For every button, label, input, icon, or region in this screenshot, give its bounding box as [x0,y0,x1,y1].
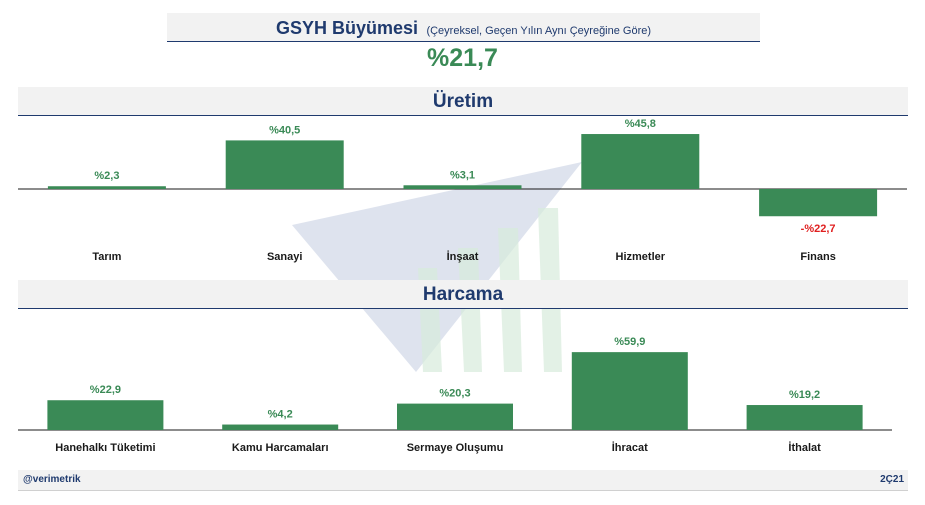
section-title-uretim: Üretim [18,87,908,116]
category-label: Hanehalkı Tüketimi [55,442,155,454]
bar-2 [222,424,339,430]
bar-value-label: %40,5 [269,124,300,136]
bar-value-label: %59,9 [614,336,645,348]
category-label: Tarım [92,251,121,263]
footer-period: 2Ç21 [880,474,904,485]
bar-1 [47,186,166,189]
bar-value-label: %22,9 [90,384,121,396]
bar-3 [403,185,522,189]
category-label: İthalat [788,441,821,454]
bar-4 [581,134,700,189]
bar-2 [225,140,344,189]
section-title-harcama: Harcama [18,280,908,309]
category-label: Sermaye Oluşumu [407,442,504,454]
bar-5 [759,189,878,217]
chart-subtitle: (Çeyreksel, Geçen Yılın Aynı Çeyreğine G… [426,25,652,37]
bar-value-label: %19,2 [789,389,820,401]
category-label: Hizmetler [616,251,666,263]
chart-title: GSYH Büyümesi [275,18,418,38]
bar-value-label: %3,1 [450,169,475,181]
bar-4 [571,352,688,430]
category-label: Finans [800,251,835,263]
footer-handle: @verimetrik [23,474,81,485]
category-label: İnşaat [447,250,479,263]
category-label: Kamu Harcamaları [232,442,329,454]
harcama-bar-chart: %22,9 Hanehalkı Tüketimi %4,2 Kamu Harcamal… [18,336,892,454]
bar-1 [47,400,164,430]
bar-value-label: %45,8 [625,118,656,130]
bar-value-label: %4,2 [268,409,293,421]
headline-growth-value: %21,7 [427,44,498,72]
category-label: Sanayi [267,251,302,263]
uretim-bar-chart: %2,3 Tarım %40,5 Sanayi %3,1 İnşaat %45,8 Hizme… [18,118,907,263]
footer-bar: @verimetrik 2Ç21 [18,470,908,491]
bar-5 [746,405,863,430]
bar-value-label: -%22,7 [801,223,836,235]
bar-value-label: %20,3 [439,388,470,400]
category-label: İhracat [612,441,648,454]
title-panel: GSYH Büyümesi (Çeyreksel, Geçen Yılın Ay… [167,13,760,42]
bar-value-label: %2,3 [94,170,119,182]
bar-3 [397,403,513,430]
